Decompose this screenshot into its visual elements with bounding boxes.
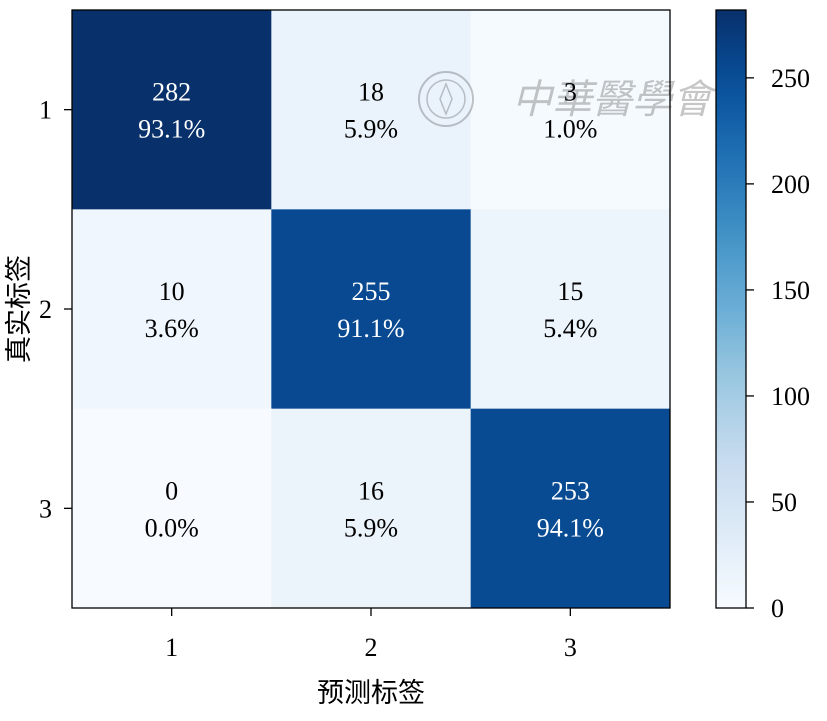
cell-count-label: 255: [352, 277, 391, 306]
y-tick-label: 1: [39, 96, 52, 125]
colorbar-tick-label: 200: [771, 170, 810, 199]
cell-count-label: 15: [557, 277, 583, 306]
x-tick-label: 3: [564, 633, 577, 662]
colorbar-gradient: [715, 9, 747, 609]
heatmap-cell: [72, 209, 272, 410]
y-axis-ticks: 1 2 3: [39, 96, 72, 523]
heatmap-cell: [470, 10, 671, 210]
colorbar-tick-label: 50: [771, 488, 797, 517]
colorbar-tick-label: 250: [771, 64, 810, 93]
cell-percent-label: 5.9%: [344, 513, 398, 542]
cell-count-label: 10: [159, 277, 185, 306]
cell-percent-label: 5.9%: [344, 115, 398, 144]
cell-count-label: 18: [358, 78, 384, 107]
x-tick-label: 2: [365, 633, 378, 662]
heatmap-cell: [271, 10, 472, 210]
colorbar-tick-label: 0: [771, 594, 784, 623]
cell-percent-label: 0.0%: [145, 513, 199, 542]
cell-percent-label: 5.4%: [543, 314, 597, 343]
watermark-text: 中華醫學會: [512, 77, 717, 122]
cell-percent-label: 94.1%: [537, 513, 604, 542]
colorbar-tick-label: 150: [771, 276, 810, 305]
cell-percent-label: 93.1%: [138, 115, 205, 144]
x-tick-label: 1: [165, 633, 178, 662]
y-tick-label: 2: [39, 295, 52, 324]
cell-count-label: 253: [551, 476, 590, 505]
y-axis-label: 真实标签: [4, 255, 34, 363]
watermark: 中華醫學會: [418, 71, 717, 127]
heatmap-cells: 282 93.1% 18 5.9% 3 1.0% 10 3.6% 255 91.1% 15 5.4% 0…: [72, 10, 671, 609]
heatmap-cell: [271, 408, 472, 609]
cell-count-label: 16: [358, 476, 384, 505]
cell-percent-label: 91.1%: [337, 314, 404, 343]
heatmap-cell: [72, 10, 272, 210]
heatmap-cell: [470, 408, 671, 609]
x-axis-ticks: 1 2 3: [165, 608, 577, 662]
seal-icon: [418, 71, 474, 127]
cell-percent-label: 3.6%: [145, 314, 199, 343]
heatmap-cell: [470, 209, 671, 410]
x-axis-label: 预测标签: [317, 678, 425, 708]
heatmap-cell: [72, 408, 272, 609]
heatmap-cell: [271, 209, 472, 410]
colorbar-tick-label: 100: [771, 382, 810, 411]
y-tick-label: 3: [39, 494, 52, 523]
cell-percent-label: 1.0%: [543, 115, 597, 144]
colorbar: 0 50 100 150 200 250: [715, 9, 810, 623]
cell-count-label: 3: [564, 78, 577, 107]
cell-count-label: 0: [165, 476, 178, 505]
cell-count-label: 282: [152, 78, 191, 107]
